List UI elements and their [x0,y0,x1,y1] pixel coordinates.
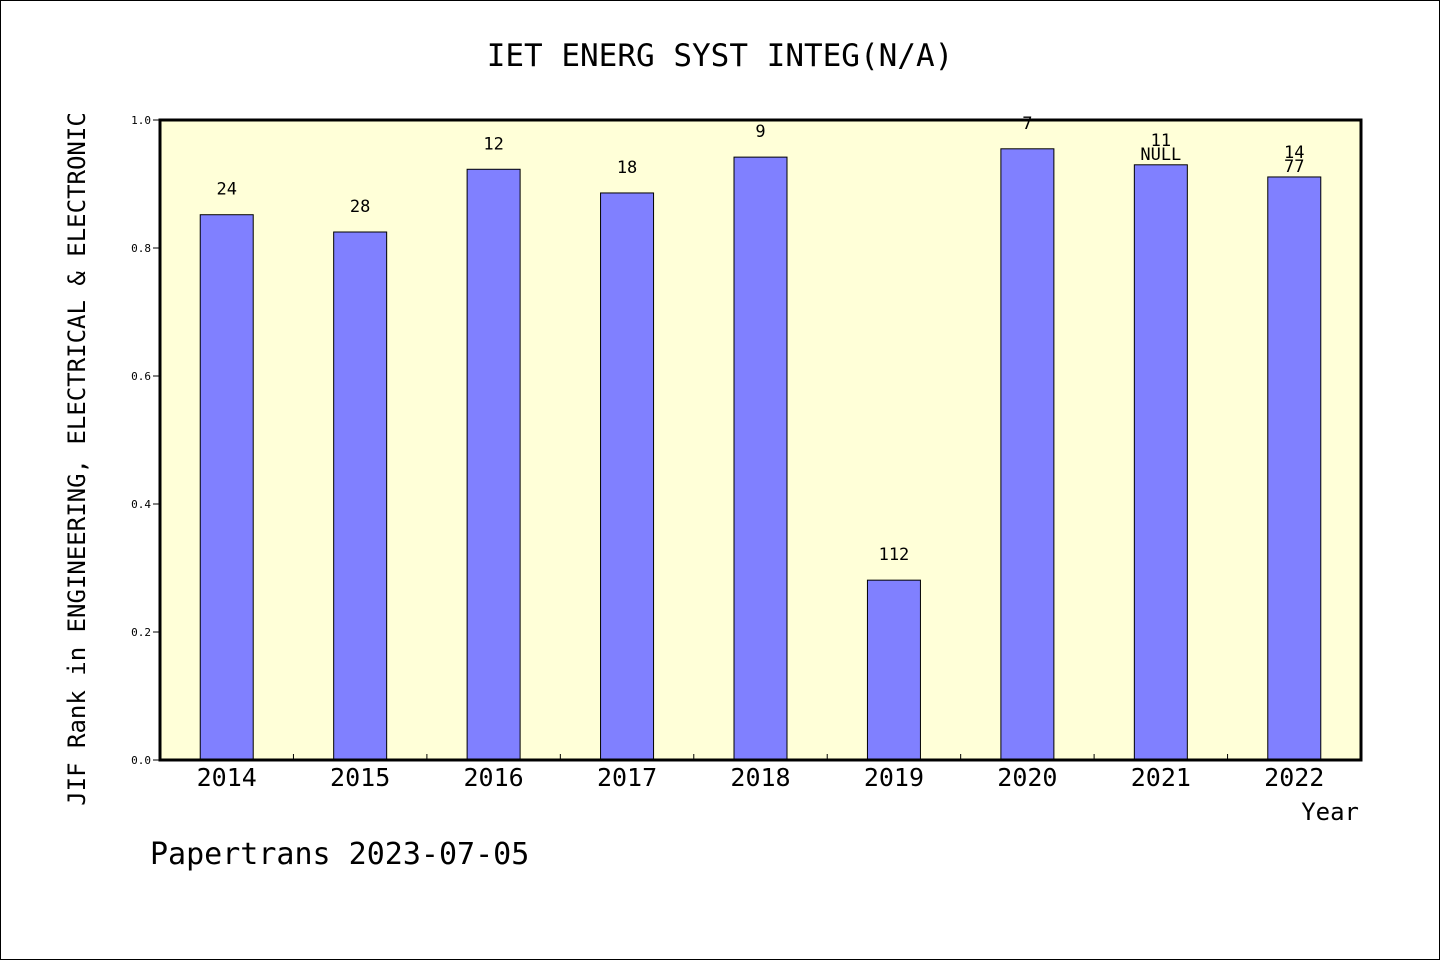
chart-title: IET ENERG SYST INTEG(N/A) [487,38,954,74]
x-tick-label-2015: 2015 [330,763,390,792]
x-axis: 2014 2015 2016 2017 2018 2019 2020 2021 2022 [197,754,1324,792]
bar-2017 [600,192,655,761]
bar-2014 [199,214,254,761]
footer-credit: Papertrans 2023-07-05 [150,837,529,872]
x-tick-label-2022: 2022 [1264,763,1324,792]
x-tick-label-2014: 2014 [197,763,257,792]
bar-label-2020: 7 [1022,114,1032,134]
bar-label-2015: 28 [350,197,370,217]
y-axis-label: JIF Rank in ENGINEERING, ELECTRICAL & EL… [63,112,91,806]
bar-2019 [866,579,921,761]
bar-2016 [466,168,521,761]
y-tick-label: 0.6 [131,370,151,383]
bar-sublabel-2022: 77 [1284,157,1304,177]
bar-label-2021: 11 [1151,131,1171,151]
bar-2020 [1000,148,1055,761]
y-axis: 0.0 0.2 0.4 0.6 0.8 1.0 [131,114,160,767]
x-tick-label-2019: 2019 [864,763,924,792]
x-axis-label: Year [1301,798,1359,826]
bar-label-2022: 14 [1284,143,1304,163]
x-tick-label-2016: 2016 [464,763,524,792]
bar-label-2014: 24 [216,180,236,200]
bar-2021 [1133,164,1188,761]
y-tick-label: 0.4 [131,498,151,511]
y-tick-label: 1.0 [131,114,151,127]
bar-sublabel-2021: NULL [1140,145,1181,165]
bar-2015 [333,231,388,761]
x-tick-label-2021: 2021 [1131,763,1191,792]
x-tick-label-2018: 2018 [730,763,790,792]
x-tick-label-2017: 2017 [597,763,657,792]
y-tick-label: 0.8 [131,242,151,255]
bar-label-2019: 112 [879,545,910,565]
bar-2022 [1267,176,1322,761]
y-tick-label: 0.2 [131,626,151,639]
bar-label-2016: 12 [483,134,503,154]
plot-border [158,118,1363,762]
bar-2018 [733,156,788,761]
bar-label-2017: 18 [617,158,637,178]
x-tick-label-2020: 2020 [997,763,1057,792]
bar-label-2018: 9 [755,122,765,142]
y-tick-label: 0.0 [131,754,151,767]
